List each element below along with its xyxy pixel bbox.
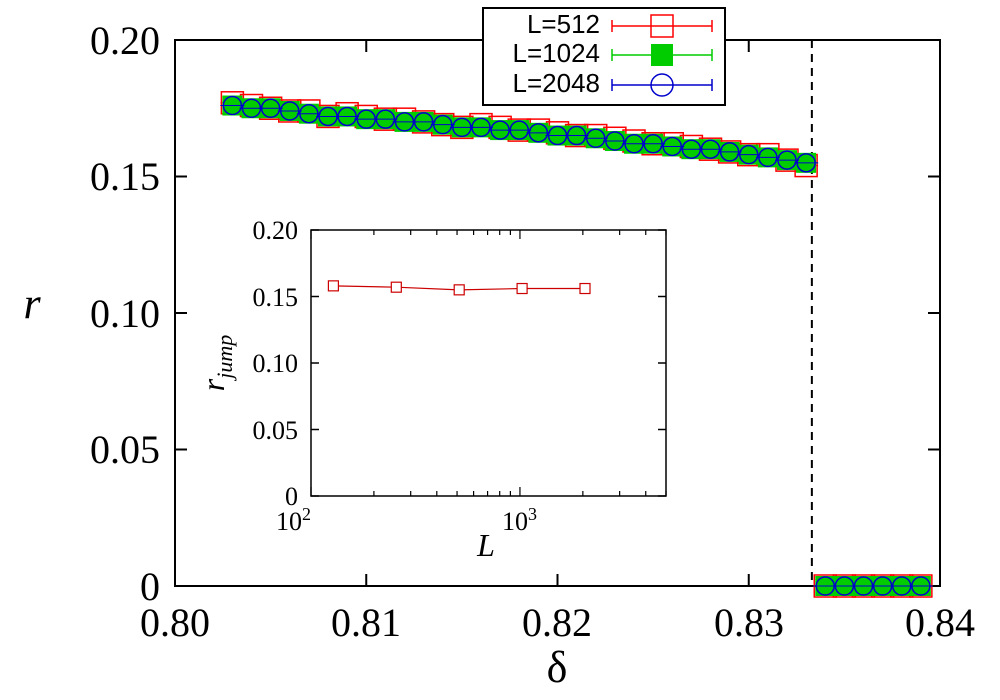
data-point xyxy=(796,153,816,173)
data-point xyxy=(433,114,453,135)
x-tick-label: 0.83 xyxy=(714,600,784,645)
main-chart: 0 0.05 0.10 0.15 0.20 0.80 0.81 0.82 0.8… xyxy=(23,7,975,692)
x-axis-label: δ xyxy=(547,643,568,692)
legend-marker xyxy=(650,73,674,97)
inset-x-axis-label: L xyxy=(476,527,495,563)
inset-data-series xyxy=(327,280,591,296)
data-point xyxy=(528,123,549,143)
inset-data-point xyxy=(327,280,340,292)
legend-marker xyxy=(650,14,674,38)
inset-y-tick-label: 0.10 xyxy=(253,349,299,378)
data-point xyxy=(719,142,740,162)
legend: L=512 L=1024 L=2048 xyxy=(482,7,726,106)
legend-label-l2048: L=2048 xyxy=(513,68,600,98)
inset-y-tick-label: 0 xyxy=(285,482,298,511)
y-tick-label: 0 xyxy=(140,564,160,609)
data-point xyxy=(471,117,491,138)
data-point xyxy=(739,144,759,165)
y-tick-label: 0.10 xyxy=(90,291,160,336)
data-point xyxy=(605,131,625,151)
inset-data-point xyxy=(453,284,465,296)
inset-data-point xyxy=(516,282,528,295)
x-tick-label: 0.81 xyxy=(331,600,401,645)
inset-x-tick-label: 103 xyxy=(502,504,537,536)
data-point xyxy=(662,136,682,157)
data-point xyxy=(413,112,434,132)
main-tick-marks xyxy=(174,39,941,587)
data-point xyxy=(337,106,357,127)
inset-y-tick-label: 0.20 xyxy=(253,216,299,245)
main-data-points xyxy=(220,91,933,598)
y-tick-label: 0.20 xyxy=(90,18,160,63)
inset-chart: 0 0.05 0.10 0.15 0.20 102 103 L rjump xyxy=(195,216,667,563)
legend-marker xyxy=(651,44,673,66)
data-point xyxy=(299,103,319,124)
data-point xyxy=(280,101,300,121)
legend-label-l512: L=512 xyxy=(527,9,600,39)
data-point xyxy=(758,147,778,168)
series-l-2048 xyxy=(220,95,933,596)
data-point xyxy=(911,576,931,596)
inset-data-point xyxy=(390,281,402,293)
y-axis-label: r xyxy=(23,279,41,328)
inset-y-tick-label: 0.15 xyxy=(253,283,299,312)
y-tick-label: 0.05 xyxy=(90,427,160,472)
x-tick-label: 0.80 xyxy=(140,600,210,645)
x-tick-label: 0.82 xyxy=(522,600,592,645)
data-point xyxy=(643,133,663,154)
data-point xyxy=(260,98,281,118)
inset-y-axis-label: rjump xyxy=(195,335,237,391)
inset-data-point xyxy=(579,282,591,295)
data-point xyxy=(777,150,797,170)
legend-box xyxy=(482,7,726,106)
data-point xyxy=(700,139,721,159)
data-point xyxy=(586,128,606,149)
inset-x-tick-label: 102 xyxy=(276,504,311,536)
data-point xyxy=(222,95,243,116)
y-tick-label: 0.15 xyxy=(90,154,160,199)
x-tick-label: 0.84 xyxy=(905,600,975,645)
legend-marks xyxy=(611,14,713,97)
inset-y-tick-label: 0.05 xyxy=(253,416,299,445)
data-point xyxy=(566,125,587,146)
data-point xyxy=(375,109,396,129)
data-point xyxy=(509,120,529,140)
inset-tick-marks xyxy=(310,229,667,497)
inset-plot-frame xyxy=(310,229,667,497)
legend-label-l1024: L=1024 xyxy=(513,38,600,68)
